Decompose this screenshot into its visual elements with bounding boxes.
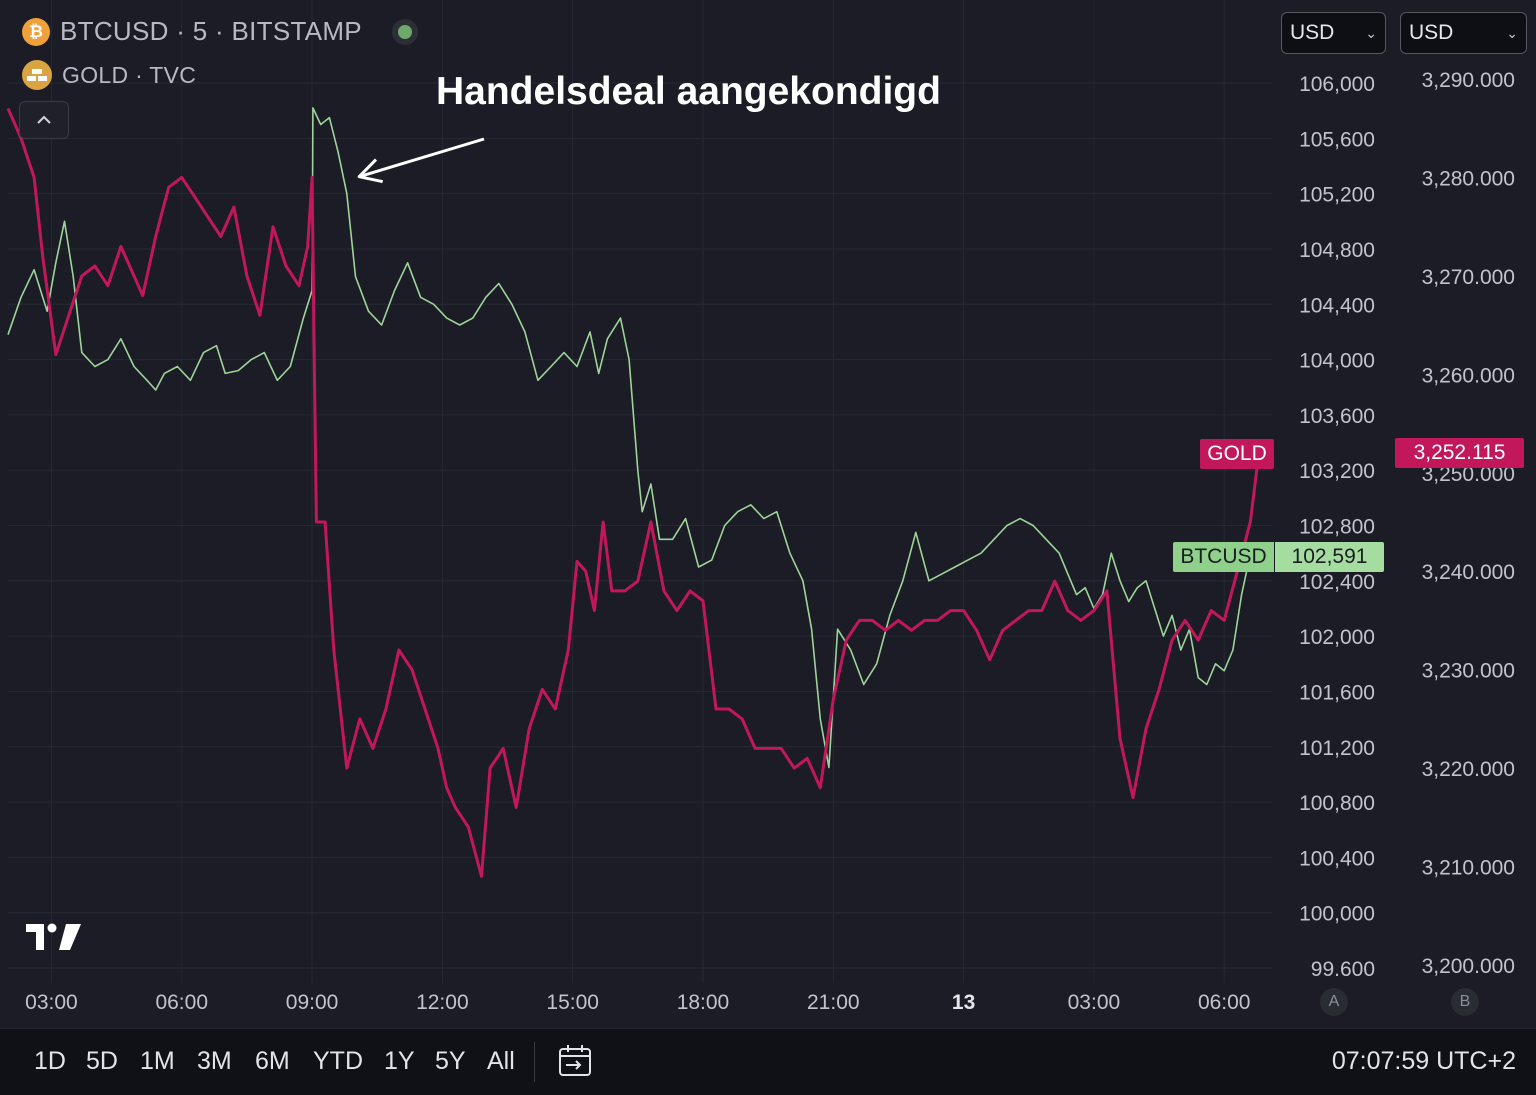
range-1y-button[interactable]: 1Y — [384, 1047, 415, 1075]
axis-a-tick-label: 104,800 — [1299, 239, 1375, 262]
axis-a-tick-label: 104,400 — [1299, 294, 1375, 317]
range-5y-button[interactable]: 5Y — [435, 1047, 466, 1075]
range-3m-button[interactable]: 3M — [197, 1047, 232, 1075]
go-to-date-icon[interactable] — [557, 1043, 593, 1084]
tradingview-logo-icon — [26, 922, 82, 957]
axis-b-tick-label: 3,220.000 — [1422, 758, 1515, 781]
axis-a-tick-label: 102,000 — [1299, 626, 1375, 649]
x-axis-tick-label: 21:00 — [807, 991, 860, 1014]
axis-b-tick-label: 3,260.000 — [1422, 364, 1515, 387]
x-axis-tick-label: 06:00 — [1198, 991, 1251, 1014]
chevron-down-icon: ⌄ — [1365, 24, 1377, 41]
x-axis-tick-label: 15:00 — [546, 991, 599, 1014]
range-5d-button[interactable]: 5D — [86, 1047, 118, 1075]
axis-a-tick-label: 105,600 — [1299, 128, 1375, 151]
currency-select-a-value: USD — [1290, 21, 1335, 44]
auto-scale-a-button[interactable]: A — [1320, 988, 1348, 1016]
axis-a-tick-label: 99.600 — [1311, 958, 1375, 981]
gold-series-tag: GOLD — [1200, 439, 1274, 469]
axis-b-tick-label: 3,240.000 — [1422, 561, 1515, 584]
x-axis-tick-label: 09:00 — [286, 991, 339, 1014]
range-all-button[interactable]: All — [487, 1047, 515, 1075]
x-axis-tick-label: 03:00 — [1068, 991, 1121, 1014]
range-ytd-button[interactable]: YTD — [313, 1047, 363, 1075]
axis-b-tick-label: 3,210.000 — [1422, 857, 1515, 880]
toolbar-divider — [534, 1042, 535, 1082]
time-axis[interactable]: 03:00 06:00 09:00 12:00 15:00 18:00 21:00 13 03:… — [25, 991, 1250, 1014]
axis-b-tick-label: 3,290.000 — [1422, 69, 1515, 92]
btc-last-price: 102,591 — [1275, 542, 1384, 572]
bitcoin-icon: ₿ — [22, 17, 50, 46]
currency-select-b-value: USD — [1409, 21, 1454, 44]
legend-btc[interactable]: ₿ BTCUSD · 5 · BITSTAMP — [22, 16, 412, 47]
bottom-toolbar: 1D 5D 1M 3M 6M YTD 1Y 5Y All 07:07:59 UT… — [0, 1028, 1536, 1095]
btc-series-tag: BTCUSD — [1173, 542, 1274, 572]
legend-gold-label: GOLD · TVC — [62, 61, 197, 88]
legend-gold[interactable]: GOLD · TVC — [22, 60, 196, 90]
x-axis-tick-label: 06:00 — [155, 991, 208, 1014]
axis-a-tick-label: 103,200 — [1299, 460, 1375, 483]
chevron-up-icon — [37, 115, 51, 124]
range-1m-button[interactable]: 1M — [140, 1047, 175, 1075]
axis-b-tick-label: 3,250.000 — [1422, 463, 1515, 486]
annotation-text: Handelsdeal aangekondigd — [436, 70, 941, 113]
axis-a-tick-label: 102,400 — [1299, 571, 1375, 594]
axis-a-tick-label: 101,600 — [1299, 681, 1375, 704]
chart-grid — [8, 0, 1272, 983]
series-line-btcusd — [7, 107, 1252, 769]
range-1d-button[interactable]: 1D — [34, 1047, 66, 1075]
chevron-down-icon: ⌄ — [1506, 24, 1518, 41]
x-axis-tick-label: 12:00 — [416, 991, 469, 1014]
gold-last-price: 3,252.115 — [1395, 438, 1524, 468]
axis-b-tick-label: 3,230.000 — [1422, 660, 1515, 683]
axis-a-tick-label: 100,800 — [1299, 792, 1375, 815]
annotation-arrow — [357, 137, 485, 184]
chart-series — [6, 107, 1261, 878]
axis-a-tick-label: 100,000 — [1299, 903, 1375, 926]
axis-a-tick-label: 101,200 — [1299, 737, 1375, 760]
annotation-arrow-head — [357, 158, 383, 184]
axis-b-tick-label: 3,280.000 — [1422, 167, 1515, 190]
x-axis-tick-label: 18:00 — [677, 991, 730, 1014]
gold-bars-icon — [22, 60, 52, 90]
price-axis-a[interactable]: 106,000 105,600 105,200 104,800 104,400 104,0… — [1299, 73, 1375, 981]
axis-b-tick-label: 3,200.000 — [1422, 955, 1515, 978]
axis-a-tick-label: 103,600 — [1299, 405, 1375, 428]
axis-a-tick-label: 106,000 — [1299, 73, 1375, 96]
clock-timezone[interactable]: 07:07:59 UTC+2 — [1331, 1047, 1516, 1075]
annotation-arrow-shaft — [358, 137, 485, 179]
axis-b-tick-label: 3,270.000 — [1422, 266, 1515, 289]
axis-a-tick-label: 102,800 — [1299, 516, 1375, 539]
auto-scale-b-button[interactable]: B — [1451, 988, 1479, 1016]
legend-btc-label: BTCUSD · 5 · BITSTAMP — [60, 16, 362, 46]
currency-select-b[interactable]: USD ⌄ — [1400, 12, 1527, 54]
price-axis-b[interactable]: 3,290.000 3,280.000 3,270.000 3,260.000 3,25… — [1422, 69, 1515, 978]
axis-a-tick-label: 104,000 — [1299, 350, 1375, 373]
series-line-gold — [6, 107, 1261, 878]
market-status-icon — [397, 24, 412, 39]
x-axis-tick-label: 03:00 — [25, 991, 78, 1014]
collapse-legend-button[interactable] — [19, 101, 69, 139]
x-axis-tick-label: 13 — [952, 991, 975, 1014]
range-6m-button[interactable]: 6M — [255, 1047, 290, 1075]
currency-select-a[interactable]: USD ⌄ — [1281, 12, 1386, 54]
axis-a-tick-label: 105,200 — [1299, 184, 1375, 207]
axis-a-tick-label: 100,400 — [1299, 847, 1375, 870]
